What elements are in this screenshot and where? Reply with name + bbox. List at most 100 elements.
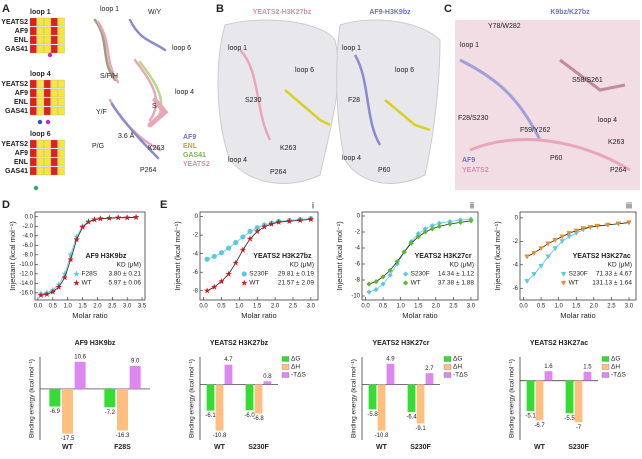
x-tick-label: 1.5 <box>253 304 262 310</box>
category-label: S230F <box>248 444 269 451</box>
residue-box <box>36 88 44 98</box>
residue-box <box>57 148 65 158</box>
legend-name: S230F <box>411 271 430 278</box>
legend-entry: GAS41 <box>183 152 206 159</box>
bar <box>535 380 544 421</box>
residue-box <box>29 88 37 98</box>
bar-value: 0.8 <box>263 374 272 380</box>
data-point <box>531 250 537 256</box>
x-tick-label: 3.0 <box>123 304 132 310</box>
legend-name: F28S <box>82 271 98 278</box>
data-point <box>566 230 572 236</box>
x-tick-label: 2.5 <box>108 304 117 310</box>
y-axis-label: Injectant (kcal mol⁻¹) <box>493 221 502 291</box>
data-point <box>552 238 558 243</box>
legend-name: -TΔS <box>611 372 626 379</box>
sequence-name: YEATS2 <box>1 19 28 26</box>
data-point <box>366 289 372 295</box>
data-point <box>373 286 379 293</box>
panel-label: B <box>216 3 224 15</box>
x-tick-label: 0.0 <box>34 304 43 310</box>
residue-box <box>36 44 44 54</box>
x-tick-label: 2.0 <box>590 304 599 310</box>
bar <box>386 363 395 385</box>
residue-box <box>57 166 65 176</box>
residue-box <box>50 157 58 167</box>
legend-name: ΔH <box>453 364 462 371</box>
y-tick-label: -2.0 <box>23 224 34 230</box>
y-tick-label: 0 <box>195 214 199 220</box>
data-point <box>524 279 530 285</box>
category-label: WT <box>214 444 226 451</box>
sequence-name: AF9 <box>15 90 28 97</box>
legend-name: ΔG <box>291 356 300 363</box>
residue-box <box>50 97 58 107</box>
data-point <box>580 226 587 232</box>
x-tick-label: 2.0 <box>93 304 102 310</box>
residue-box <box>43 88 51 98</box>
legend-swatch <box>443 372 452 378</box>
y-tick-label: -6.0 <box>23 243 34 249</box>
bar <box>206 384 215 411</box>
data-point <box>114 214 122 221</box>
kd-label: KD (μM) <box>608 262 632 269</box>
panel-number: iii <box>626 200 632 210</box>
sequence-name: YEATS2 <box>1 141 28 148</box>
structure-label: F28/S230 <box>458 115 488 122</box>
x-tick-label: 1.5 <box>78 304 87 310</box>
structure-title: K9bz/K27bz <box>550 9 590 16</box>
sequence-name: ENL <box>14 37 29 44</box>
bar-value: 10.6 <box>74 354 86 360</box>
legend-entry: ENL <box>183 143 198 150</box>
sequence-name: GAS41 <box>5 108 28 115</box>
sequence-name: ENL <box>14 159 29 166</box>
structure-label: loop 6 <box>172 45 191 52</box>
residue-box <box>36 166 44 176</box>
residue-box <box>43 79 51 89</box>
residue-box <box>36 97 44 107</box>
legend-name: ΔH <box>291 364 300 371</box>
structure-label: K263 <box>148 145 164 152</box>
residue-box <box>50 139 58 149</box>
residue-box <box>43 166 51 176</box>
legend-symbol <box>73 279 80 286</box>
structure-label: loop 1 <box>460 42 479 49</box>
residue-box <box>57 157 65 167</box>
structure-label: F59/Y262 <box>520 127 550 134</box>
y-tick-label: -6 <box>355 262 361 268</box>
bar-value: -6.4 <box>406 414 417 420</box>
plot-frame <box>199 211 319 301</box>
structure-label: P60 <box>550 155 563 162</box>
legend-kd: 71.33 ± 4.67 <box>596 271 632 278</box>
residue-box <box>36 79 44 89</box>
data-point <box>275 218 283 226</box>
data-point <box>468 218 474 224</box>
bar-value: -5.5 <box>564 416 575 422</box>
residue-box <box>29 139 37 149</box>
legend-name: S230F <box>569 271 588 278</box>
residue-box <box>57 97 65 107</box>
residue-box <box>43 139 51 149</box>
y-tick-label: -10 <box>351 294 360 300</box>
data-point <box>218 250 225 256</box>
plot-frame <box>361 211 479 301</box>
bar <box>254 384 263 414</box>
data-point <box>49 288 57 295</box>
data-point <box>203 287 211 294</box>
residue-box <box>50 148 58 158</box>
sequence-name: GAS41 <box>5 168 28 175</box>
residue-box <box>50 26 58 36</box>
data-point <box>240 234 246 240</box>
data-point <box>401 249 407 255</box>
bar <box>104 388 116 408</box>
plot-frame <box>34 211 146 301</box>
structure-label: loop 1 <box>228 45 247 52</box>
x-axis-label: Molar ratio <box>402 311 437 320</box>
y-tick-label: -2 <box>193 233 199 239</box>
y-tick-label: -8 <box>355 278 361 284</box>
bar <box>263 381 272 385</box>
y-tick-label: -6 <box>513 286 519 292</box>
x-tick-label: 0.0 <box>519 304 528 310</box>
residue-box <box>50 79 58 89</box>
residue-box <box>43 148 51 158</box>
